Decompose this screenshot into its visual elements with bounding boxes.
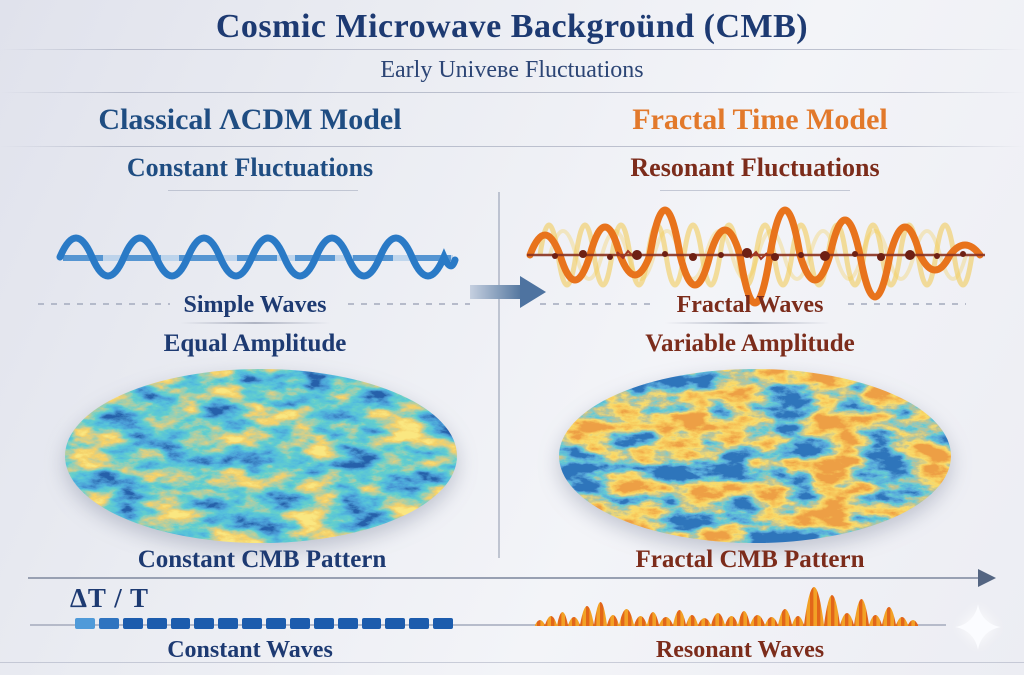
resonant-waveform-graphic — [535, 587, 918, 626]
sparkle-icon — [955, 604, 1001, 650]
fractal-wave-path — [526, 206, 984, 307]
arrow-head — [520, 276, 546, 308]
left-fluctuations-heading: Constant Fluctuations — [126, 153, 374, 182]
cmb-map-fractal — [559, 369, 951, 543]
page-subtitle: Early Univeвe Fluctuations — [380, 57, 644, 83]
sine-wave-path — [56, 234, 459, 280]
simple-wave-graphic — [56, 234, 459, 280]
left-cmb-pattern-label: Constant CMB Pattern — [137, 546, 387, 573]
fractal-wave-graphic — [526, 206, 985, 307]
constant-amplitude-dash-bar — [75, 618, 453, 629]
divider-under-models — [0, 146, 1024, 147]
divider-under-subtitle — [0, 92, 1024, 93]
left-bottom-wave-label: Constant Waves — [167, 637, 333, 663]
cmb-noise-texture — [65, 369, 457, 543]
delta-t-axis-label: ΔT / T — [70, 583, 149, 613]
divider-under-title — [0, 49, 1024, 50]
page-title: Cosmic Microwave Backgroünd (CMB) — [215, 8, 809, 45]
right-cmb-pattern-label: Fractal CMB Pattern — [635, 546, 865, 573]
resonance-dots — [552, 248, 966, 261]
right-model-heading: Fractal Time Model — [632, 103, 888, 136]
left-wave-type-label: Simple Waves — [183, 292, 327, 318]
bottom-divider — [0, 662, 1024, 663]
cmb-noise-texture — [559, 369, 951, 543]
left-wave-underline — [180, 322, 330, 324]
left-fluctuations-underline — [168, 190, 358, 191]
right-arrow-icon — [470, 276, 546, 308]
bottom-baseline — [30, 624, 946, 626]
timeline-axis-line — [28, 577, 980, 579]
column-divider — [498, 192, 500, 558]
arrow-body — [470, 285, 521, 299]
right-wave-type-label: Fractal Waves — [676, 292, 824, 318]
left-amplitude-label: Equal Amplitude — [163, 330, 347, 357]
left-flank-dashes — [38, 303, 170, 305]
right-arrow-icon — [978, 569, 996, 587]
right-fluctuations-heading: Resonant Fluctuations — [630, 153, 880, 182]
left-model-heading: Classical ΛCDM Model — [98, 103, 402, 136]
right-amplitude-label: Variable Amplitude — [645, 330, 855, 357]
right-flank-dashes — [540, 303, 652, 305]
red-jag-1 — [616, 249, 635, 260]
right-bottom-wave-label: Resonant Waves — [655, 637, 825, 663]
right-wave-underline — [665, 322, 830, 324]
cmb-map-constant — [65, 369, 457, 543]
right-fluctuations-underline — [660, 190, 850, 191]
left-flank-dashes-right — [348, 303, 470, 305]
resonant-waveform-path — [535, 587, 918, 626]
right-flank-dashes-right — [848, 303, 966, 305]
red-jag-2 — [749, 250, 768, 261]
